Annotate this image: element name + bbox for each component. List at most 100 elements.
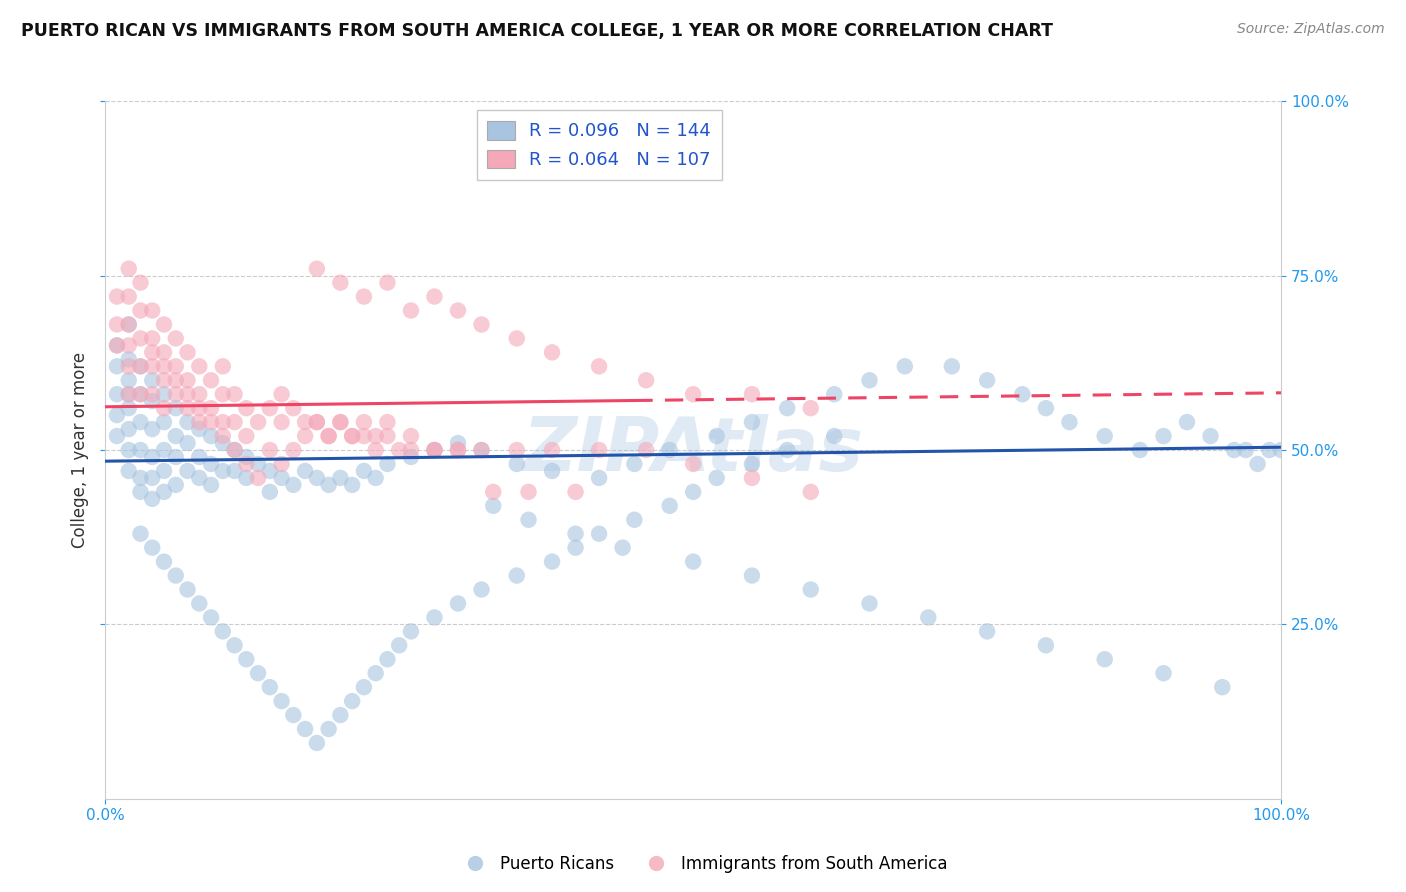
Point (423, 289, 446, 303)
Point (211, 359, 233, 374)
Point (211, 624, 233, 639)
Point (506, 457, 529, 471)
Point (470, 443, 492, 458)
Point (353, 415, 375, 429)
Point (105, 387, 128, 401)
Point (588, 443, 610, 458)
Point (188, 597, 211, 611)
Point (176, 345, 198, 359)
Point (270, 457, 292, 471)
Point (658, 499, 681, 513)
Point (305, 736, 328, 750)
Point (423, 443, 446, 458)
Point (388, 638, 411, 652)
Point (741, 415, 763, 429)
Point (200, 415, 222, 429)
Point (741, 387, 763, 401)
Point (1223, 443, 1246, 458)
Point (165, 387, 187, 401)
Point (141, 450, 163, 464)
Point (329, 415, 352, 429)
Point (917, 610, 939, 624)
Point (894, 359, 917, 374)
Point (153, 464, 176, 478)
Point (153, 415, 176, 429)
Point (470, 318, 492, 332)
Point (564, 541, 586, 555)
Point (447, 597, 470, 611)
Point (823, 429, 845, 443)
Point (329, 708, 352, 723)
Point (141, 387, 163, 401)
Point (541, 464, 564, 478)
Point (270, 415, 292, 429)
Legend: R = 0.096   N = 144, R = 0.064   N = 107: R = 0.096 N = 144, R = 0.064 N = 107 (477, 111, 721, 179)
Point (858, 373, 880, 387)
Point (118, 422, 141, 436)
Point (153, 318, 176, 332)
Point (776, 401, 799, 416)
Point (1035, 638, 1057, 652)
Point (105, 338, 128, 352)
Point (270, 694, 292, 708)
Point (235, 652, 257, 666)
Point (623, 457, 645, 471)
Point (188, 471, 211, 485)
Point (305, 261, 328, 276)
Point (482, 499, 505, 513)
Point (305, 415, 328, 429)
Point (153, 387, 176, 401)
Point (118, 401, 141, 416)
Point (1270, 443, 1292, 458)
Point (377, 429, 399, 443)
Point (188, 359, 211, 374)
Point (105, 408, 128, 422)
Point (129, 359, 152, 374)
Point (823, 387, 845, 401)
Point (188, 450, 211, 464)
Point (1211, 680, 1233, 694)
Point (200, 373, 222, 387)
Point (129, 443, 152, 458)
Point (118, 318, 141, 332)
Point (129, 276, 152, 290)
Point (259, 680, 281, 694)
Point (294, 464, 316, 478)
Point (105, 359, 128, 374)
Point (211, 436, 233, 450)
Point (364, 429, 387, 443)
Point (1246, 457, 1268, 471)
Point (800, 401, 823, 416)
Point (506, 568, 529, 582)
Point (858, 597, 880, 611)
Point (506, 443, 529, 458)
Point (318, 429, 340, 443)
Point (141, 422, 163, 436)
Point (129, 526, 152, 541)
Point (153, 484, 176, 499)
Point (153, 401, 176, 416)
Point (658, 443, 681, 458)
Point (176, 436, 198, 450)
Point (318, 478, 340, 492)
Point (399, 443, 422, 458)
Point (776, 443, 799, 458)
Point (447, 443, 470, 458)
Point (1153, 429, 1175, 443)
Point (105, 338, 128, 352)
Text: PUERTO RICAN VS IMMIGRANTS FROM SOUTH AMERICA COLLEGE, 1 YEAR OR MORE CORRELATIO: PUERTO RICAN VS IMMIGRANTS FROM SOUTH AM… (21, 22, 1053, 40)
Point (706, 471, 728, 485)
Point (165, 359, 187, 374)
Point (224, 387, 246, 401)
Point (353, 289, 375, 303)
Point (353, 464, 375, 478)
Point (259, 484, 281, 499)
Point (165, 478, 187, 492)
Point (141, 359, 163, 374)
Point (270, 387, 292, 401)
Point (129, 303, 152, 318)
Point (270, 471, 292, 485)
Point (800, 582, 823, 597)
Point (506, 331, 529, 345)
Point (118, 373, 141, 387)
